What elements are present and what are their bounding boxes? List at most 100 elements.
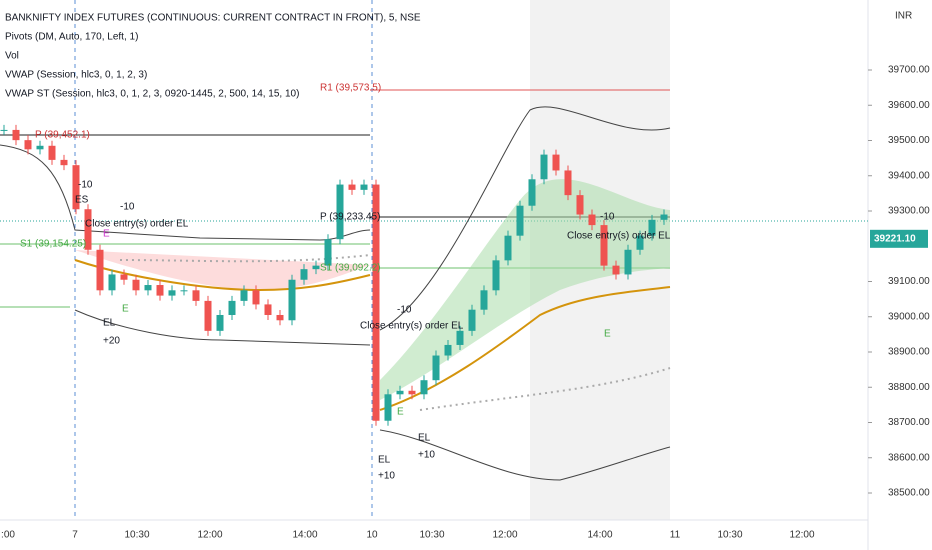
- candle: [324, 239, 332, 266]
- annotation: E: [397, 407, 404, 418]
- candle: [348, 184, 356, 190]
- candle: [660, 214, 668, 220]
- vwap-line: [74, 259, 371, 292]
- header-line: Vol: [5, 51, 19, 62]
- y-tick-label: 38800.00: [888, 382, 930, 393]
- candle: [588, 214, 596, 226]
- x-tick-label: 11: [670, 530, 681, 541]
- candle: [552, 154, 560, 171]
- y-tick-label: 39000.00: [888, 311, 930, 322]
- vwap-band: [379, 429, 671, 481]
- x-tick-label: 12:00: [492, 530, 517, 541]
- candle: [192, 290, 200, 301]
- header-line: VWAP (Session, hlc3, 0, 1, 2, 3): [5, 70, 147, 81]
- candle: [204, 300, 212, 331]
- candle: [108, 274, 116, 291]
- candle: [180, 290, 188, 292]
- vwap-band: [379, 106, 671, 331]
- x-tick-label: :00: [1, 530, 15, 541]
- candle: [636, 235, 644, 250]
- y-tick-label: 39700.00: [888, 65, 930, 76]
- x-tick-label: 14:00: [292, 530, 317, 541]
- candle: [360, 184, 368, 190]
- dotted-band: [119, 254, 671, 411]
- candle: [288, 279, 296, 321]
- candle: [444, 344, 452, 356]
- candle: [516, 205, 524, 236]
- candle: [0, 129, 8, 131]
- candle: [384, 394, 392, 421]
- annotation: -10: [600, 212, 615, 223]
- annotation: Close entry(s) order EL: [567, 231, 671, 242]
- header-line: Pivots (DM, Auto, 170, Left, 1): [5, 32, 138, 43]
- candle: [528, 179, 536, 206]
- annotation: S1 (39,092.2): [320, 263, 381, 274]
- candle: [84, 209, 92, 250]
- candle: [312, 265, 320, 270]
- candle: [300, 269, 308, 280]
- candle: [96, 249, 104, 291]
- annotation: +10: [378, 471, 395, 482]
- annotation: +20: [103, 336, 120, 347]
- annotation: E: [122, 304, 129, 315]
- annotation: EL: [418, 433, 431, 444]
- candle: [432, 355, 440, 381]
- y-tick-label: 39500.00: [888, 135, 930, 146]
- candle: [252, 290, 260, 305]
- annotation: E: [604, 329, 611, 340]
- candle: [132, 279, 140, 291]
- candle: [648, 219, 656, 236]
- header-line: BANKNIFTY INDEX FUTURES (CONTINUOUS: CUR…: [5, 13, 421, 24]
- annotation: -10: [120, 202, 135, 213]
- candle: [48, 145, 56, 160]
- x-tick-label: 12:00: [197, 530, 222, 541]
- annotation: E: [103, 229, 110, 240]
- vwap-fill: [380, 179, 670, 400]
- annotation: EL: [378, 455, 391, 466]
- candle: [492, 260, 500, 291]
- header-line: VWAP ST (Session, hlc3, 0, 1, 2, 3, 0920…: [5, 89, 299, 100]
- candle: [576, 195, 584, 215]
- candle: [228, 300, 236, 315]
- y-tick-label: 39600.00: [888, 100, 930, 111]
- candle: [624, 249, 632, 275]
- y-tick-label: 38900.00: [888, 347, 930, 358]
- y-tick-label: 38500.00: [888, 488, 930, 499]
- annotation: P (39,233.45): [320, 212, 380, 223]
- annotation: -10: [78, 180, 93, 191]
- candle: [36, 145, 44, 150]
- annotation: EL: [103, 318, 116, 329]
- currency: INR: [895, 11, 912, 22]
- annotation: R1 (39,573.5): [320, 83, 381, 94]
- candle: [144, 285, 152, 291]
- last-price: 39221.10: [874, 233, 916, 244]
- candle: [120, 274, 128, 280]
- y-tick-label: 39400.00: [888, 170, 930, 181]
- vwap-line: [379, 286, 671, 411]
- candle: [336, 184, 344, 240]
- vwap-band: [0, 144, 371, 241]
- x-tick-label: 7: [72, 530, 78, 541]
- candle: [396, 390, 404, 395]
- candle: [264, 304, 272, 315]
- candle: [72, 165, 80, 210]
- annotation: -10: [397, 305, 412, 316]
- candle: [456, 330, 464, 345]
- x-tick-label: 10: [366, 530, 378, 541]
- last-price-tag: [870, 229, 928, 248]
- candle: [240, 290, 248, 301]
- annotation: P (39,452.1): [35, 130, 90, 141]
- x-tick-label: 10:30: [124, 530, 149, 541]
- candle: [216, 314, 224, 331]
- annotation: S1 (39,154.25): [20, 239, 86, 250]
- candle: [156, 285, 164, 296]
- annotation: Close entry(s) order EL: [85, 219, 189, 230]
- y-tick-label: 39100.00: [888, 276, 930, 287]
- candle: [24, 140, 32, 150]
- y-tick-label: 39300.00: [888, 206, 930, 217]
- candle: [540, 154, 548, 180]
- annotation: ES: [75, 195, 89, 206]
- candle: [420, 380, 428, 395]
- candle: [480, 290, 488, 310]
